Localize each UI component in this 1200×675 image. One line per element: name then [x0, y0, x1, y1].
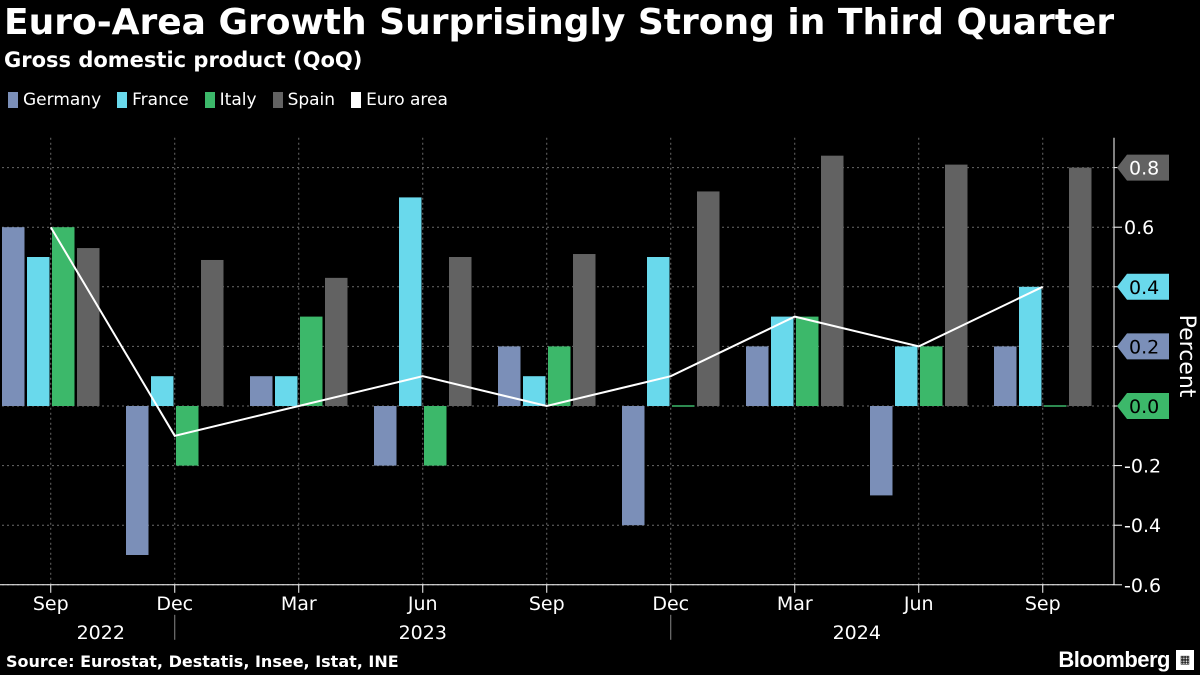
brand-logo: Bloomberg	[1058, 647, 1170, 672]
end-label-badge-spain	[1117, 154, 1169, 181]
legend-item-italy: Italy	[204, 90, 257, 110]
year-label-2024: 2024	[833, 622, 881, 644]
x-tick-label-6: Mar	[777, 593, 813, 615]
y-tick-label-1: -0.2	[1124, 456, 1161, 478]
end-label-france: 0.4	[1129, 277, 1159, 299]
bar-italy-0	[52, 227, 75, 406]
bar-germany-4	[498, 346, 521, 406]
legend-label-germany: Germany	[23, 90, 102, 110]
bar-italy-4	[548, 346, 571, 406]
x-tick-label-3: Jun	[407, 593, 438, 615]
legend-swatch-germany	[8, 92, 18, 108]
bar-italy-2	[300, 316, 323, 406]
year-label-2022: 2022	[77, 622, 125, 644]
y-axis-label: Percent	[1174, 315, 1199, 398]
bar-france-0	[27, 257, 50, 406]
end-label-germany: 0.2	[1129, 336, 1159, 358]
x-tick-label-0: Sep	[33, 593, 69, 615]
bar-italy-6	[796, 316, 819, 406]
bar-france-3	[399, 197, 422, 406]
legend-item-france: France	[117, 90, 189, 110]
x-tick-label-1: Dec	[156, 593, 193, 615]
legend-item-spain: Spain	[272, 90, 336, 110]
bloomberg-terminal-icon: ▦	[1176, 650, 1194, 670]
chart-title: Euro-Area Growth Surprisingly Strong in …	[4, 2, 1115, 43]
end-label-badge-italy	[1117, 393, 1169, 419]
x-tick-label-5: Dec	[652, 593, 689, 615]
bar-france-7	[895, 346, 918, 406]
legend-label-france: France	[132, 90, 189, 110]
legend-swatch-euro-area	[351, 92, 362, 108]
bar-spain-4	[573, 254, 596, 406]
end-label-badge-germany	[1117, 333, 1169, 360]
bar-germany-1	[126, 406, 149, 555]
legend-item-euro-area: Euro area	[351, 90, 448, 110]
bar-germany-3	[374, 406, 397, 466]
x-tick-label-7: Jun	[903, 593, 934, 615]
bar-france-8	[1019, 286, 1042, 406]
legend-item-germany: Germany	[8, 90, 101, 110]
chart-subtitle: Gross domestic product (QoQ)	[4, 48, 363, 72]
bar-spain-7	[945, 164, 968, 406]
bar-france-4	[523, 376, 546, 406]
year-label-2023: 2023	[399, 622, 447, 644]
y-tick-label-2: -0.4	[1124, 515, 1161, 537]
bar-germany-8	[994, 346, 1017, 406]
legend-label-italy: Italy	[219, 90, 257, 110]
y-tick-label-0: 0.6	[1124, 217, 1154, 239]
legend: Germany France Italy Spain Euro area	[8, 90, 448, 110]
bar-germany-0	[2, 227, 25, 406]
end-label-spain: 0.8	[1129, 158, 1159, 180]
bar-germany-5	[622, 406, 645, 526]
bar-france-2	[275, 376, 298, 406]
source-note: Source: Eurostat, Destatis, Insee, Istat…	[6, 652, 399, 671]
bar-italy-1	[176, 406, 199, 466]
bar-germany-6	[746, 346, 769, 406]
bar-germany-7	[870, 406, 893, 496]
bar-italy-3	[424, 406, 447, 466]
bar-spain-6	[821, 155, 844, 406]
bar-italy-7	[920, 346, 943, 406]
bar-italy-8	[1044, 405, 1067, 407]
bar-france-1	[151, 376, 174, 406]
end-label-italy: 0.0	[1129, 396, 1159, 418]
bar-spain-1	[201, 259, 224, 406]
bar-spain-8	[1069, 167, 1092, 406]
bar-spain-2	[325, 277, 348, 406]
end-label-badge-france	[1117, 273, 1169, 300]
bar-spain-5	[697, 191, 720, 406]
x-tick-label-2: Mar	[281, 593, 317, 615]
legend-swatch-france	[117, 92, 128, 108]
legend-swatch-italy	[204, 92, 215, 108]
bar-spain-3	[449, 257, 472, 406]
legend-swatch-spain	[272, 92, 283, 108]
legend-label-euro-area: Euro area	[366, 90, 448, 110]
bar-france-6	[771, 316, 794, 406]
x-tick-label-4: Sep	[529, 593, 565, 615]
bar-france-5	[647, 257, 670, 406]
x-tick-label-8: Sep	[1025, 593, 1061, 615]
bar-italy-5	[672, 405, 695, 407]
bar-spain-0	[77, 248, 100, 406]
y-tick-label-3: -0.6	[1124, 575, 1161, 597]
bar-germany-2	[250, 376, 273, 406]
legend-label-spain: Spain	[287, 90, 336, 110]
